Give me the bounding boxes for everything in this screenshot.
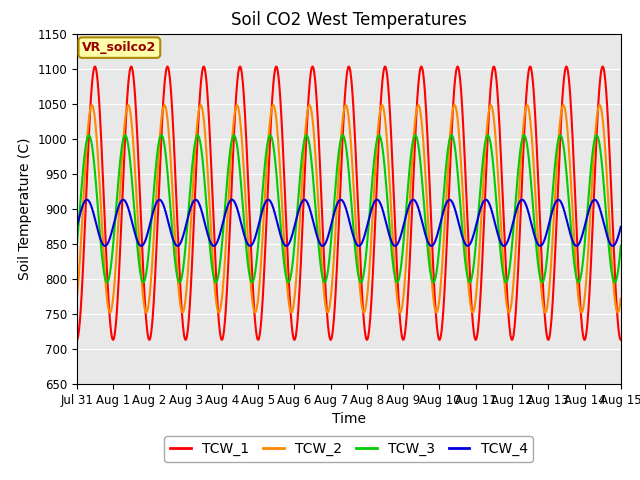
TCW_3 bbox=[323, 273, 331, 278]
TCW_4 bbox=[83, 197, 91, 203]
TCW_1 bbox=[601, 75, 609, 81]
TCW_2 bbox=[602, 152, 609, 158]
TCW_4 bbox=[338, 197, 346, 203]
TCW_4 bbox=[73, 224, 81, 230]
TCW_3 bbox=[602, 201, 609, 206]
TCW_3 bbox=[602, 204, 609, 210]
X-axis label: Time: Time bbox=[332, 412, 366, 426]
TCW_2 bbox=[360, 310, 368, 315]
Title: Soil CO2 West Temperatures: Soil CO2 West Temperatures bbox=[231, 11, 467, 29]
TCW_2 bbox=[337, 132, 345, 137]
TCW_4 bbox=[502, 242, 509, 248]
TCW_4 bbox=[282, 243, 290, 249]
TCW_1 bbox=[617, 337, 625, 343]
TCW_1 bbox=[338, 157, 346, 163]
TCW_1 bbox=[502, 257, 509, 263]
TCW_1 bbox=[602, 77, 609, 83]
TCW_3 bbox=[100, 273, 108, 279]
TCW_3 bbox=[502, 279, 510, 285]
TCW_4 bbox=[617, 224, 625, 230]
TCW_3 bbox=[338, 134, 346, 140]
TCW_3 bbox=[303, 132, 310, 138]
TCW_1 bbox=[323, 312, 331, 318]
TCW_2 bbox=[323, 309, 331, 314]
Line: TCW_3: TCW_3 bbox=[77, 135, 621, 282]
TCW_4 bbox=[101, 243, 109, 249]
TCW_3 bbox=[73, 243, 81, 249]
Y-axis label: Soil Temperature (C): Soil Temperature (C) bbox=[18, 138, 32, 280]
Line: TCW_1: TCW_1 bbox=[77, 67, 621, 340]
TCW_2 bbox=[602, 148, 609, 154]
TCW_4 bbox=[324, 235, 332, 241]
TCW_2 bbox=[617, 296, 625, 301]
TCW_4 bbox=[602, 228, 609, 233]
TCW_3 bbox=[617, 243, 625, 249]
TCW_1 bbox=[73, 337, 81, 343]
Text: VR_soilco2: VR_soilco2 bbox=[82, 41, 157, 54]
TCW_4 bbox=[602, 226, 609, 232]
TCW_1 bbox=[273, 64, 280, 70]
Line: TCW_2: TCW_2 bbox=[77, 105, 621, 312]
TCW_3 bbox=[502, 279, 509, 285]
Legend: TCW_1, TCW_2, TCW_3, TCW_4: TCW_1, TCW_2, TCW_3, TCW_4 bbox=[164, 436, 533, 462]
TCW_2 bbox=[559, 102, 567, 108]
Line: TCW_4: TCW_4 bbox=[77, 200, 621, 246]
TCW_2 bbox=[502, 290, 509, 296]
TCW_2 bbox=[100, 266, 108, 272]
TCW_2 bbox=[73, 296, 81, 301]
TCW_1 bbox=[100, 214, 108, 219]
